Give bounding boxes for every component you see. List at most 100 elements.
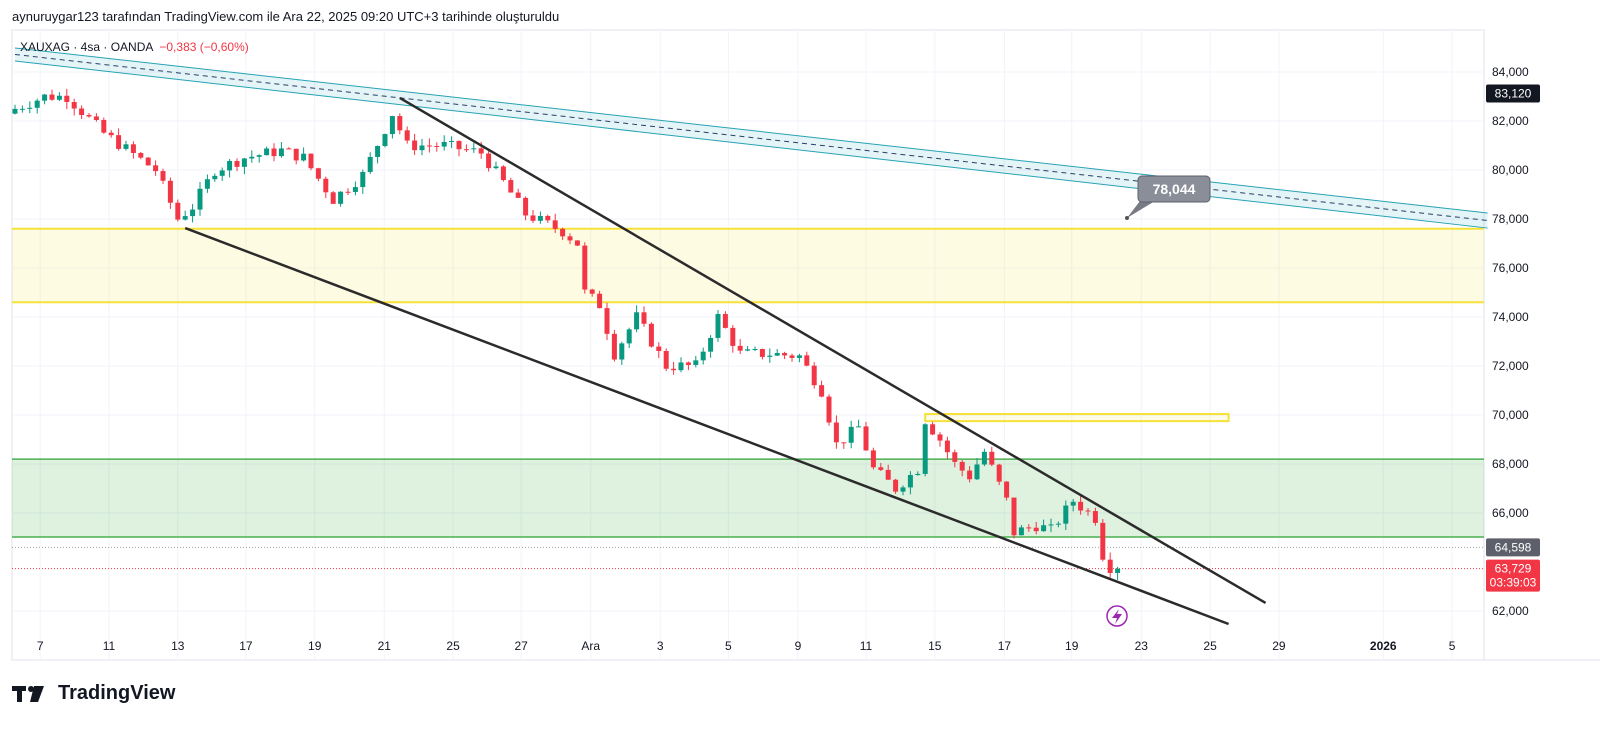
candle-body: [722, 314, 728, 328]
candle-body: [745, 349, 751, 351]
candle-body: [545, 215, 551, 221]
candle-body: [449, 140, 455, 142]
candle-body: [323, 178, 329, 193]
price-tick: 84,000: [1492, 65, 1529, 79]
candle-body: [530, 215, 536, 221]
candle-body: [212, 175, 218, 180]
candle-body: [626, 329, 632, 344]
candle-body: [767, 355, 773, 357]
candle-body: [1048, 524, 1054, 526]
candle-body: [79, 108, 85, 116]
candle-body: [360, 171, 366, 188]
candle-body: [1026, 527, 1032, 529]
candle-body: [367, 156, 373, 172]
candle-body: [190, 209, 196, 217]
high-price-label-bg: [1486, 84, 1540, 103]
callout-anchor: [1125, 216, 1129, 220]
candle-body: [1100, 522, 1106, 560]
candle-body: [397, 116, 403, 131]
candle-body: [338, 191, 344, 204]
candle-body: [981, 451, 987, 465]
countdown-label: 03:39:03: [1490, 576, 1537, 590]
time-tick: 9: [795, 639, 802, 653]
candle-body: [826, 396, 832, 423]
wedge-lower-line[interactable]: [184, 226, 1230, 626]
price-tick: 68,000: [1492, 457, 1529, 471]
candle-body: [404, 130, 410, 141]
time-tick: 2026: [1370, 639, 1397, 653]
candle-body: [441, 141, 447, 147]
wedge-upper-line[interactable]: [399, 96, 1267, 604]
candle-body: [19, 108, 25, 110]
candle-body: [515, 192, 521, 198]
last-price-label: 63,729: [1495, 562, 1532, 576]
candle-body: [759, 348, 765, 357]
candle-body: [278, 148, 284, 157]
candle-body: [56, 95, 62, 100]
candle-body: [848, 426, 854, 443]
candle-body: [944, 440, 950, 453]
candle-body: [1041, 525, 1047, 532]
candle-body: [804, 355, 810, 366]
candle-body: [182, 216, 188, 220]
candle-body: [382, 134, 388, 146]
candle-body: [811, 365, 817, 386]
price-tick: 80,000: [1492, 163, 1529, 177]
candle-body: [708, 337, 714, 352]
candle-body: [1092, 511, 1098, 523]
lightning-icon[interactable]: [1106, 605, 1128, 627]
candle-body: [974, 464, 980, 480]
time-tick: 13: [171, 639, 185, 653]
time-tick: 11: [860, 639, 873, 653]
price-tick: 72,000: [1492, 359, 1529, 373]
candle-body: [86, 115, 92, 117]
tradingview-logo[interactable]: TradingView: [12, 682, 175, 705]
candle-body: [375, 145, 381, 157]
time-tick: 15: [928, 639, 942, 653]
high-price-label: 83,120: [1495, 87, 1532, 101]
time-tick: 21: [378, 639, 392, 653]
callout-pointer: [1127, 201, 1155, 218]
candle-body: [907, 475, 913, 488]
candle-body: [49, 94, 55, 100]
price-tick: 76,000: [1492, 261, 1529, 275]
candle-body: [604, 308, 610, 334]
candle-body: [71, 102, 77, 109]
candle-body: [493, 166, 499, 169]
candle-body: [1018, 527, 1024, 536]
price-tick: 62,000: [1492, 604, 1529, 618]
price-tick: 66,000: [1492, 506, 1529, 520]
green-zone: [12, 459, 1484, 538]
tv-logo-icon: [12, 685, 44, 702]
time-tick: 23: [1135, 639, 1149, 653]
candle-body: [315, 168, 321, 179]
time-tick: 3: [657, 639, 664, 653]
candle-body: [841, 442, 847, 444]
time-tick: 19: [1065, 639, 1079, 653]
candle-body: [656, 346, 662, 352]
time-tick: 17: [239, 639, 253, 653]
candle-body: [204, 179, 210, 189]
candle-body: [160, 171, 166, 181]
candle-body: [589, 289, 595, 294]
candle-body: [64, 95, 70, 103]
candle-body: [345, 191, 351, 193]
lightning-bolt: [1112, 609, 1122, 624]
candle-body: [1070, 501, 1076, 506]
lightning-circle: [1106, 605, 1128, 627]
candle-body: [1033, 527, 1039, 532]
candle-body: [486, 153, 492, 169]
candle-body: [678, 362, 684, 371]
candle-body: [611, 333, 617, 360]
chart-pane: [11, 29, 1485, 661]
time-tick: 29: [1272, 639, 1286, 653]
candle-body: [249, 156, 255, 159]
candle-body: [456, 140, 462, 150]
time-tick: 5: [725, 639, 732, 653]
candle-body: [234, 160, 240, 167]
time-tick: Ara: [581, 639, 600, 653]
candle-body: [293, 148, 299, 161]
symbol-legend: XAUXAG · 4sa · OANDA −0,383 (−0,60%): [20, 40, 249, 54]
last-price-label-bg: [1486, 559, 1540, 592]
